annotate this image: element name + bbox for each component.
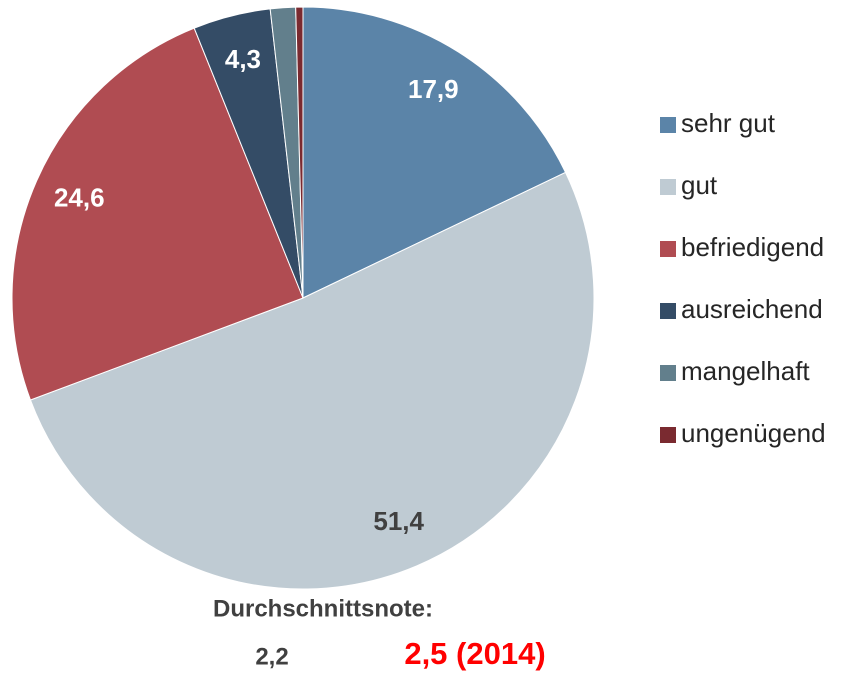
- legend-label: sehr gut: [681, 108, 776, 138]
- data-label: 4,3: [225, 44, 261, 74]
- pie-slice: [29, 171, 595, 590]
- legend-label: ungenügend: [681, 418, 826, 448]
- pie-slice: [295, 6, 304, 299]
- legend-swatch: [660, 179, 676, 195]
- data-label: 24,6: [54, 182, 105, 212]
- annotation: 2,2: [255, 643, 288, 670]
- legend-swatch: [660, 365, 676, 381]
- legend-label: ausreichend: [681, 294, 823, 324]
- annotation: 2,5 (2014): [404, 636, 545, 671]
- legend-label: mangelhaft: [681, 356, 810, 386]
- legend-label: gut: [681, 170, 718, 200]
- legend-label: befriedigend: [681, 232, 824, 262]
- annotation: Durchschnittsnote:: [213, 595, 433, 622]
- pie-slice: [302, 6, 567, 299]
- legend-swatch: [660, 303, 676, 319]
- legend-swatch: [660, 427, 676, 443]
- legend-swatch: [660, 241, 676, 257]
- data-label: 17,9: [408, 74, 459, 104]
- pie-slice: [11, 27, 304, 401]
- data-label: 51,4: [373, 506, 424, 536]
- legend-swatch: [660, 117, 676, 133]
